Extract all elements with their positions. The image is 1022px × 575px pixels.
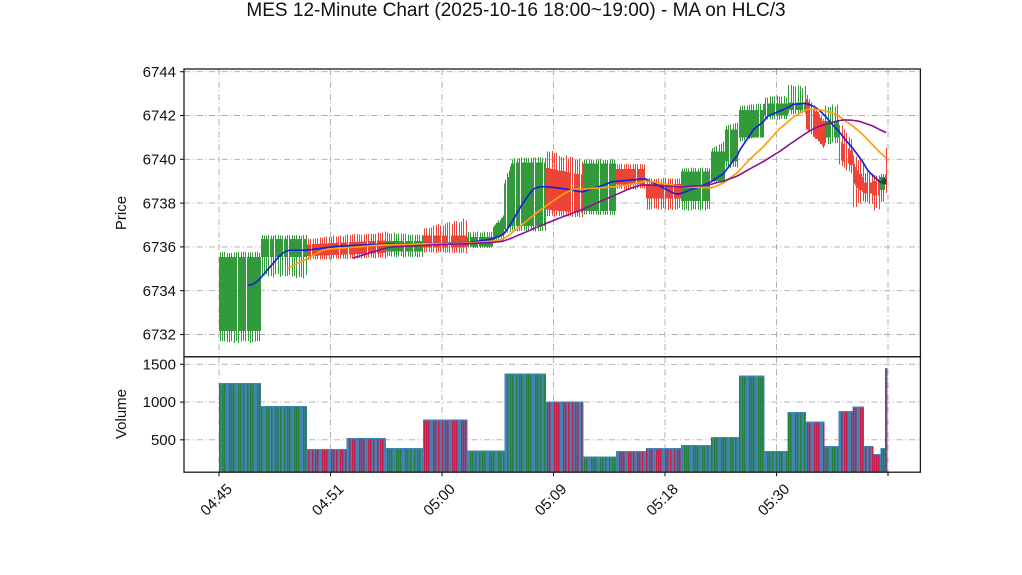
svg-text:6734: 6734 (143, 283, 176, 300)
svg-text:MES 12-Minute Chart (2025-10-1: MES 12-Minute Chart (2025-10-16 18:00~19… (246, 0, 785, 21)
svg-text:6744: 6744 (143, 64, 176, 81)
svg-text:500: 500 (151, 432, 176, 449)
svg-text:1000: 1000 (143, 394, 176, 411)
svg-text:6742: 6742 (143, 108, 176, 125)
svg-text:1500: 1500 (143, 357, 176, 374)
svg-text:6736: 6736 (143, 239, 176, 256)
svg-text:6738: 6738 (143, 195, 176, 212)
svg-text:6732: 6732 (143, 327, 176, 344)
svg-text:Price: Price (113, 196, 130, 230)
svg-text:6740: 6740 (143, 152, 176, 169)
svg-text:Volume: Volume (113, 389, 130, 439)
